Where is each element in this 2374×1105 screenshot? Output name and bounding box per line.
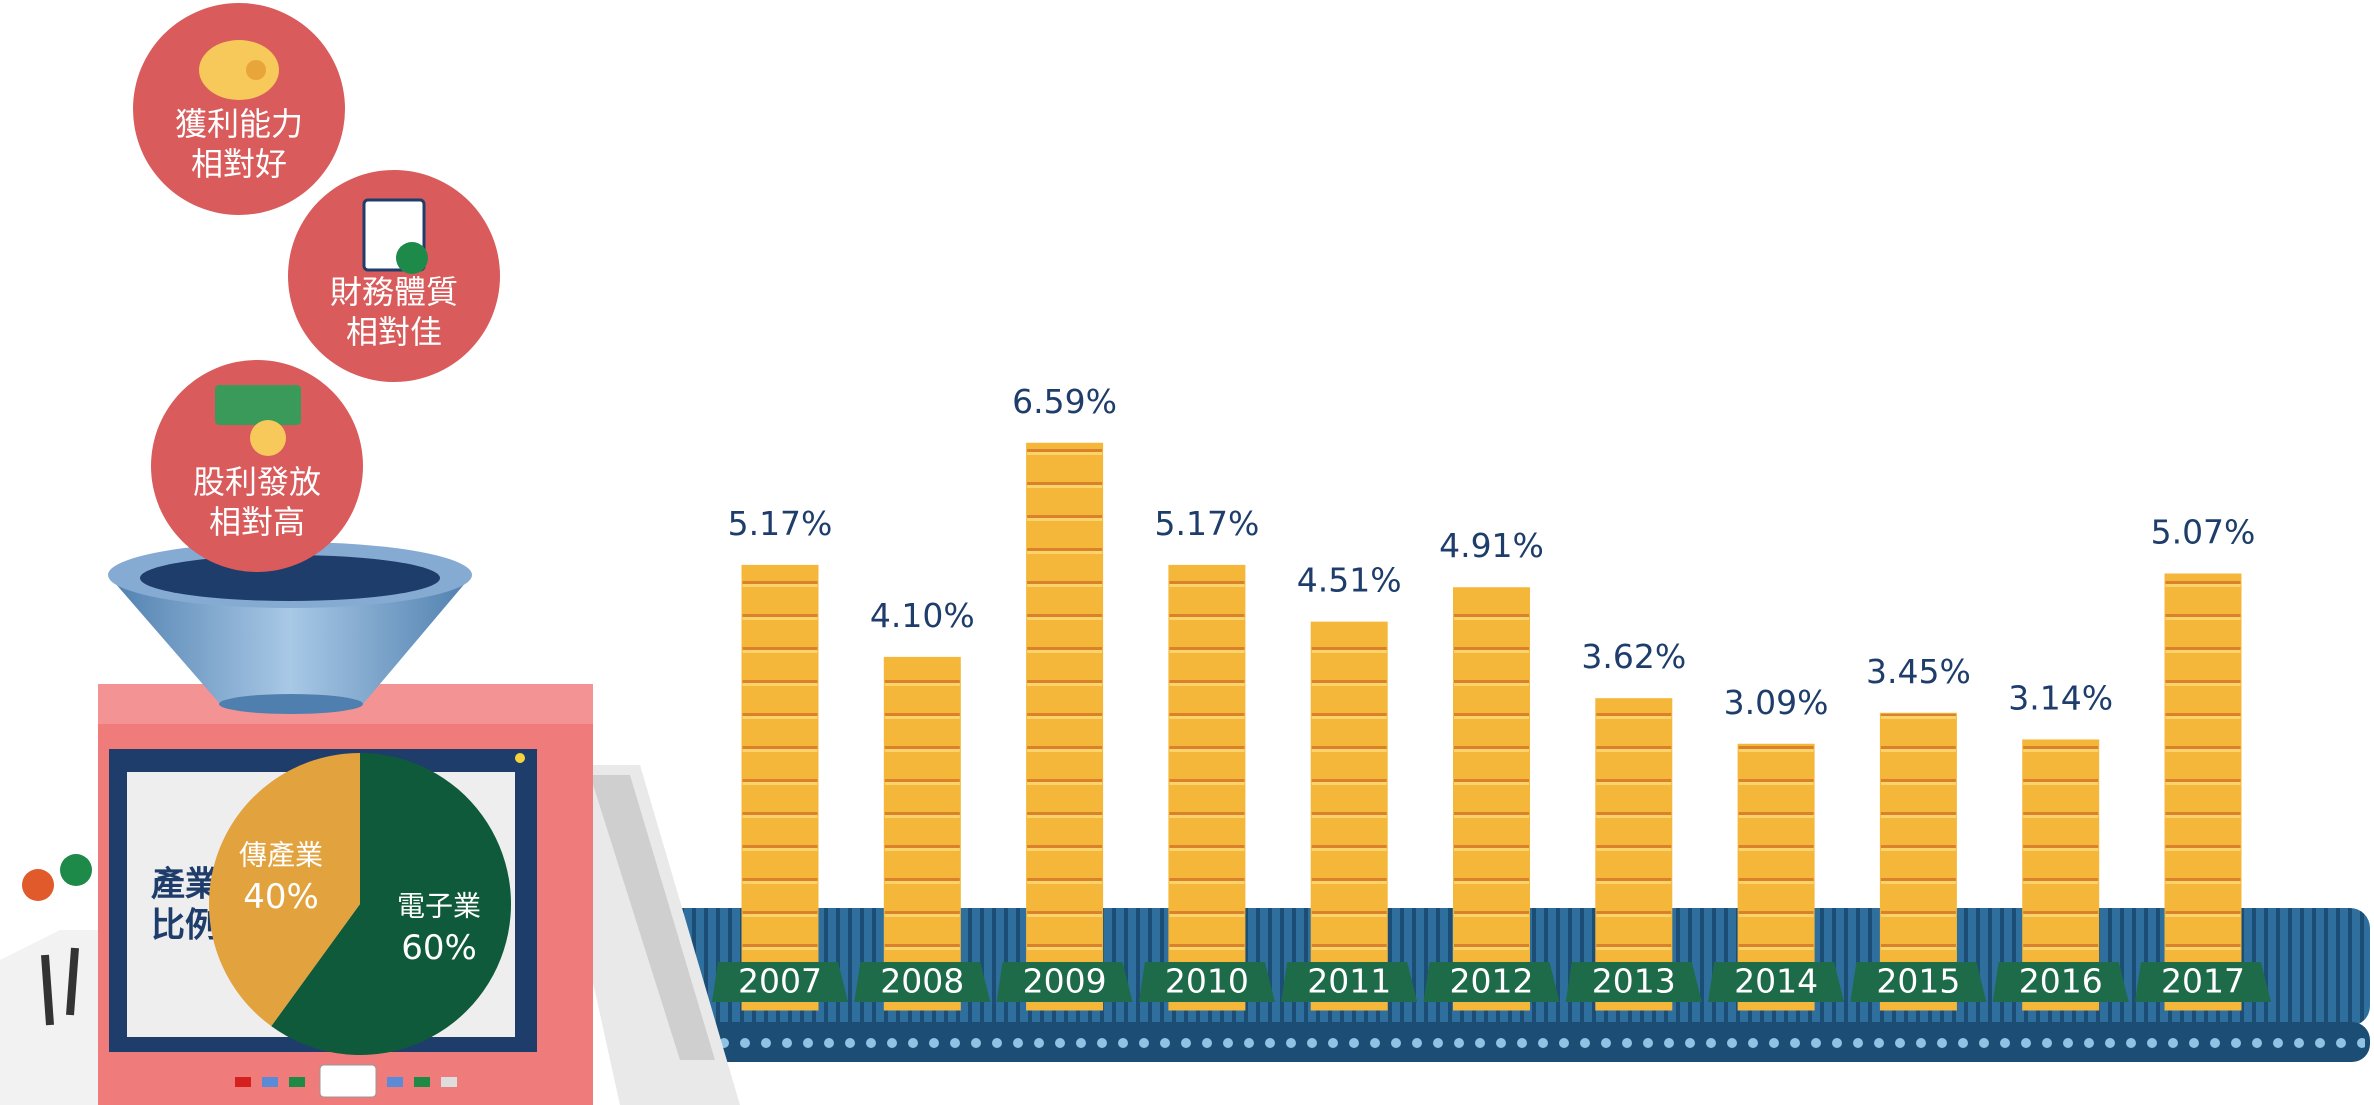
pie-title: 比例 <box>151 906 219 946</box>
x-tick-label: 2014 <box>1734 962 1818 1001</box>
x-tick-label: 2013 <box>1592 962 1676 1001</box>
x-tick-label: 2017 <box>2161 962 2245 1001</box>
value-label: 6.59% <box>1012 382 1117 421</box>
year-badge <box>1565 962 1702 1002</box>
value-label: 5.17% <box>1154 504 1259 543</box>
pie-chart: 傳產業 40% 電子業 60% <box>208 753 511 1055</box>
year-badge <box>1138 962 1275 1002</box>
badge: 股利發放 相對高 <box>151 360 363 572</box>
value-label: 5.07% <box>2151 512 2256 551</box>
value-label: 3.14% <box>2008 678 2113 717</box>
x-tick-label: 2011 <box>1307 962 1391 1001</box>
x-tick-label: 2009 <box>1023 962 1107 1001</box>
year-badge <box>996 962 1133 1002</box>
year-badge <box>854 962 991 1002</box>
bar-chart: 5.17% 2007 4.10% 2008 6.59% 2009 5.17% 2010 4.51… <box>712 382 2271 1011</box>
value-label: 4.91% <box>1439 526 1544 565</box>
year-badge <box>712 962 848 1002</box>
pie-slice <box>208 753 360 1027</box>
x-tick-label: 2015 <box>1876 962 1960 1001</box>
year-badge <box>1423 962 1560 1002</box>
badge-subtitle: 相對好 <box>191 145 287 183</box>
x-tick-label: 2012 <box>1450 962 1534 1001</box>
bar <box>1879 712 1957 1011</box>
badge-title: 獲利能力 <box>175 105 303 143</box>
pie-value-label: 40% <box>243 877 319 917</box>
year-badge <box>2135 962 2271 1002</box>
badge: 財務體質 相對佳 <box>288 170 500 382</box>
funnel <box>108 542 472 714</box>
value-label: 3.62% <box>1581 637 1686 676</box>
value-label: 5.17% <box>728 504 833 543</box>
year-badge <box>1281 962 1418 1002</box>
x-tick-label: 2016 <box>2019 962 2103 1001</box>
bar <box>1310 621 1388 1011</box>
bar <box>883 656 961 1011</box>
value-label: 4.10% <box>870 596 975 635</box>
pie-value-label: 60% <box>401 928 477 968</box>
x-tick-label: 2010 <box>1165 962 1249 1001</box>
bar <box>1453 587 1530 1011</box>
badge-subtitle: 相對佳 <box>346 313 442 351</box>
pie-title: 產業 <box>151 865 219 905</box>
pie-category-label: 傳產業 <box>239 838 323 871</box>
bar <box>2164 573 2242 1011</box>
bar <box>741 564 819 1011</box>
pie-slice <box>271 753 511 1055</box>
badge-title: 股利發放 <box>193 463 321 501</box>
value-label: 3.09% <box>1724 683 1829 722</box>
bar <box>1168 564 1246 1011</box>
value-label: 3.45% <box>1866 652 1971 691</box>
bar <box>1026 442 1104 1011</box>
badge-subtitle: 相對高 <box>209 503 305 541</box>
badge: 獲利能力 相對好 <box>133 3 345 215</box>
year-badge <box>1992 962 2129 1002</box>
badge-title: 財務體質 <box>330 273 458 311</box>
x-tick-label: 2007 <box>738 962 822 1001</box>
bar <box>1595 698 1673 1011</box>
year-badge <box>1708 962 1845 1002</box>
pie-category-label: 電子業 <box>397 890 481 923</box>
year-badge <box>1850 962 1987 1002</box>
value-label: 4.51% <box>1297 561 1402 600</box>
x-tick-label: 2008 <box>880 962 964 1001</box>
